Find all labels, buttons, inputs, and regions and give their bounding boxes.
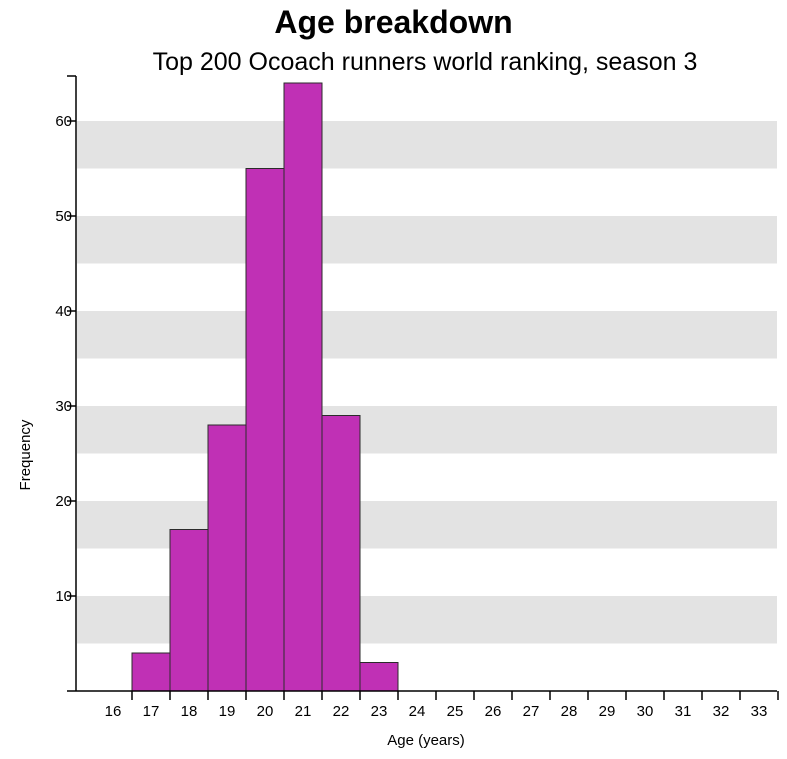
chart-subtitle: Top 200 Ocoach runners world ranking, se… <box>152 48 698 76</box>
x-tick-label: 25 <box>447 703 464 720</box>
y-tick-label: 60 <box>55 113 72 130</box>
bar-age-17 <box>131 652 171 692</box>
x-tick-label: 17 <box>143 703 160 720</box>
x-ticks: 16 17 18 19 20 21 22 23 24 25 26 27 28 29 30 31 32 33 <box>105 691 779 720</box>
x-axis-label: Age (years) <box>387 732 465 749</box>
grid-band <box>77 216 777 264</box>
x-tick-label: 29 <box>599 703 616 720</box>
x-tick-label: 21 <box>295 703 312 720</box>
x-tick-label: 26 <box>485 703 502 720</box>
x-tick-label: 18 <box>181 703 198 720</box>
x-tick-label: 24 <box>409 703 426 720</box>
x-tick-label: 32 <box>713 703 730 720</box>
bars <box>131 82 399 692</box>
x-tick-label: 19 <box>219 703 236 720</box>
x-tick-label: 22 <box>333 703 350 720</box>
x-tick-label: 16 <box>105 703 122 720</box>
bar-age-22 <box>321 415 361 692</box>
y-tick-label: 40 <box>55 303 72 320</box>
y-tick-label: 20 <box>55 493 72 510</box>
x-tick-label: 20 <box>257 703 274 720</box>
y-axis-label: Frequency <box>17 419 34 490</box>
x-tick-label: 30 <box>637 703 654 720</box>
bar-age-18 <box>169 529 209 692</box>
y-tick-label: 10 <box>55 588 72 605</box>
y-tick-label: 30 <box>55 398 72 415</box>
bar-age-21 <box>283 82 323 692</box>
x-tick-label: 27 <box>523 703 540 720</box>
y-tick-label: 50 <box>55 208 72 225</box>
bar-age-20 <box>245 168 285 692</box>
x-tick-label: 33 <box>751 703 768 720</box>
bar-age-19 <box>207 424 247 692</box>
grid-band <box>77 311 777 359</box>
grid-band <box>77 121 777 169</box>
y-ticks: 10 20 30 40 50 60 <box>55 75 76 605</box>
bar-age-23 <box>359 662 399 692</box>
chart-title: Age breakdown <box>274 4 513 40</box>
grid-band <box>77 406 777 454</box>
x-tick-label: 31 <box>675 703 692 720</box>
grid-bands <box>77 121 777 644</box>
axes <box>67 76 777 692</box>
x-tick-label: 28 <box>561 703 578 720</box>
x-tick-label: 23 <box>371 703 388 720</box>
